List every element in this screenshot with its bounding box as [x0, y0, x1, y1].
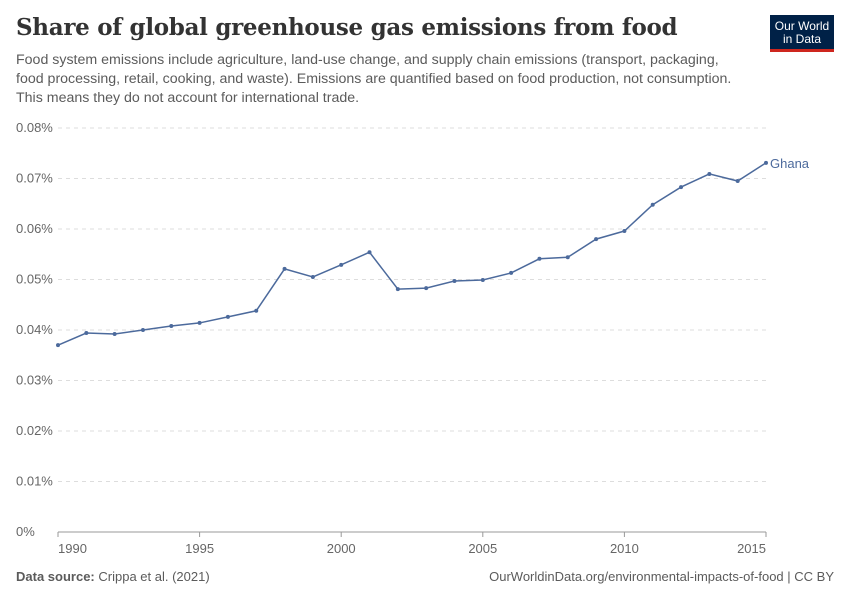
data-point [282, 266, 287, 271]
data-point [197, 320, 202, 325]
y-tick-label: 0% [16, 524, 35, 539]
x-tick-label: 2005 [468, 541, 497, 556]
data-point [594, 237, 599, 242]
data-point [707, 171, 712, 176]
y-tick-label: 0.06% [16, 221, 53, 236]
y-tick-label: 0.08% [16, 120, 53, 135]
data-point [622, 229, 627, 234]
y-tick-label: 0.04% [16, 322, 53, 337]
data-point [84, 331, 89, 336]
data-point [367, 250, 372, 255]
data-point [424, 286, 429, 291]
series-label: Ghana [770, 156, 810, 171]
x-tick-label: 1995 [185, 541, 214, 556]
source-label: Data source: [16, 569, 95, 584]
y-tick-label: 0.05% [16, 272, 53, 287]
data-point [395, 287, 400, 292]
owid-logo[interactable]: Our World in Data [770, 15, 834, 52]
series-line [57, 162, 767, 346]
x-tick-label: 2010 [610, 541, 639, 556]
data-source: Data source: Crippa et al. (2021) [16, 569, 210, 584]
source-text[interactable]: Crippa et al. (2021) [98, 569, 210, 584]
data-point [679, 185, 684, 190]
y-tick-label: 0.03% [16, 373, 53, 388]
data-point [452, 279, 457, 284]
chart-subtitle: Food system emissions include agricultur… [16, 52, 732, 106]
y-tick-label: 0.01% [16, 474, 53, 489]
y-tick-label: 0.07% [16, 171, 53, 186]
x-tick-label: 2000 [327, 541, 356, 556]
chart-title: Share of global greenhouse gas emissions… [16, 14, 678, 41]
data-point [735, 179, 740, 184]
data-point [764, 160, 768, 165]
data-point [339, 262, 344, 267]
x-tick-label: 1990 [58, 541, 87, 556]
data-point [225, 314, 230, 319]
data-point [140, 328, 145, 332]
data-point [480, 278, 485, 283]
x-tick-label: 2015 [737, 541, 766, 556]
y-tick-label: 0.02% [16, 423, 53, 438]
data-point [310, 274, 315, 279]
data-point [169, 323, 174, 328]
data-point [254, 308, 259, 313]
data-point [509, 270, 514, 275]
data-point [650, 202, 655, 207]
data-point [56, 343, 60, 348]
data-point [537, 256, 542, 261]
data-point [565, 255, 570, 260]
data-point [112, 332, 117, 337]
footer-link[interactable]: OurWorldinData.org/environmental-impacts… [489, 569, 834, 584]
